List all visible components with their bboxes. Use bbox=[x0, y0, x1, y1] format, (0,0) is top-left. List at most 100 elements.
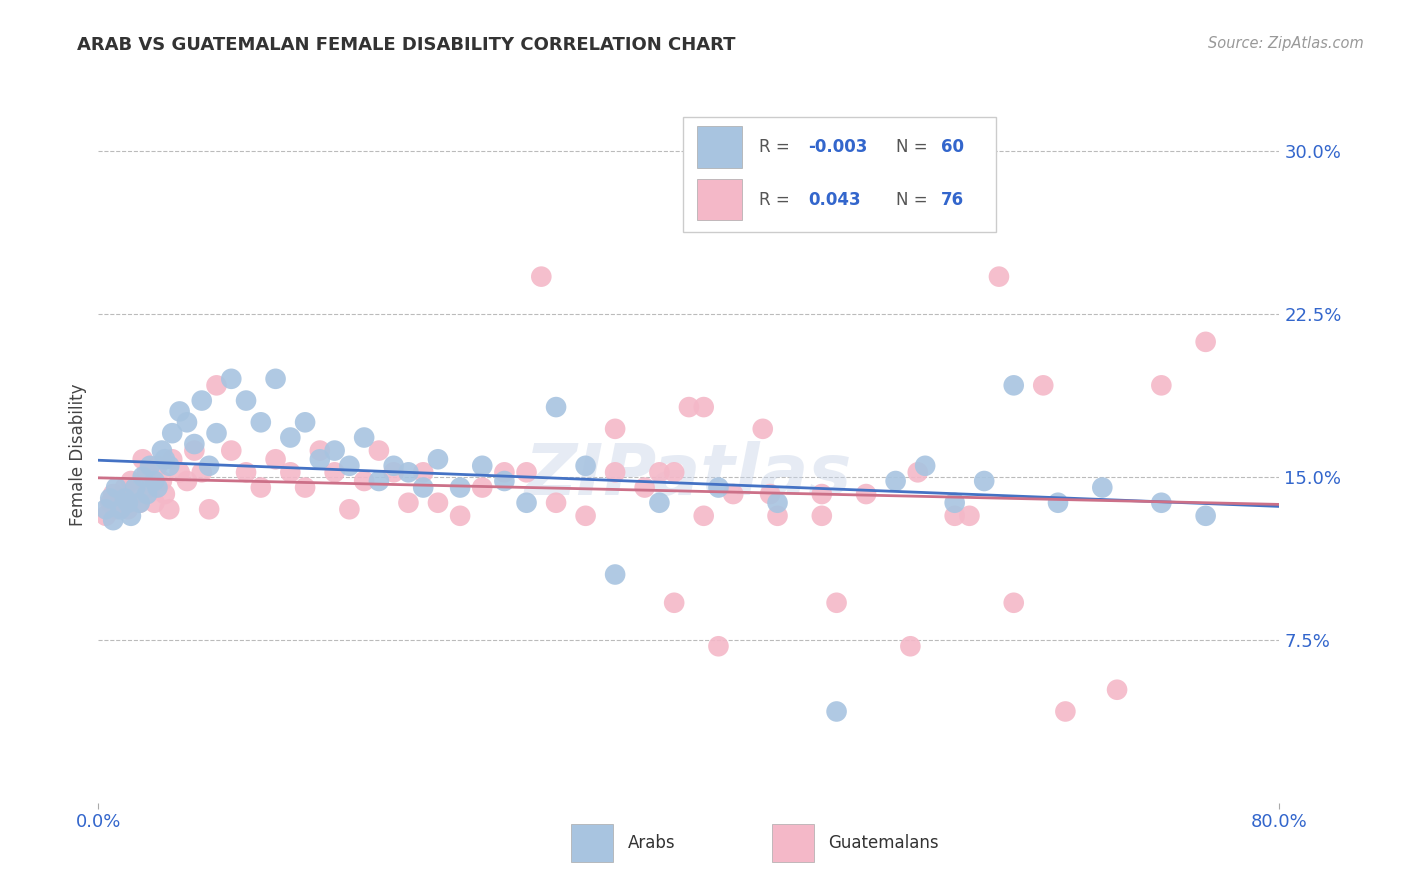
Point bbox=[136, 487, 159, 501]
Text: Guatemalans: Guatemalans bbox=[828, 834, 939, 852]
Point bbox=[766, 508, 789, 523]
Point bbox=[205, 378, 228, 392]
Point bbox=[198, 502, 221, 516]
Point bbox=[105, 481, 128, 495]
Point bbox=[191, 466, 214, 480]
Point bbox=[205, 426, 228, 441]
Text: 60: 60 bbox=[941, 137, 963, 156]
Point bbox=[1150, 378, 1173, 392]
Point bbox=[382, 458, 405, 473]
Point bbox=[198, 458, 221, 473]
Point bbox=[471, 458, 494, 473]
Point bbox=[943, 508, 966, 523]
Point bbox=[294, 415, 316, 429]
Text: 76: 76 bbox=[941, 191, 963, 209]
Point bbox=[723, 487, 745, 501]
Point bbox=[900, 639, 922, 653]
Text: N =: N = bbox=[896, 137, 932, 156]
Point bbox=[139, 458, 162, 473]
FancyBboxPatch shape bbox=[571, 823, 613, 862]
FancyBboxPatch shape bbox=[772, 823, 814, 862]
Point bbox=[810, 487, 832, 501]
Point bbox=[264, 372, 287, 386]
Point bbox=[157, 502, 180, 516]
Point bbox=[250, 481, 273, 495]
Point bbox=[412, 466, 434, 480]
Point bbox=[914, 458, 936, 473]
Point bbox=[128, 496, 150, 510]
Point bbox=[1107, 682, 1129, 697]
Point bbox=[157, 458, 180, 473]
Point bbox=[309, 452, 332, 467]
Point bbox=[150, 474, 173, 488]
Point bbox=[575, 458, 598, 473]
Point bbox=[323, 466, 346, 480]
Point bbox=[221, 443, 243, 458]
Point bbox=[110, 491, 132, 506]
Point bbox=[250, 415, 273, 429]
Point bbox=[120, 474, 142, 488]
FancyBboxPatch shape bbox=[683, 118, 995, 232]
Point bbox=[162, 452, 183, 467]
Point bbox=[664, 466, 686, 480]
Point bbox=[176, 415, 198, 429]
Point bbox=[678, 400, 700, 414]
Point bbox=[162, 426, 183, 441]
Point bbox=[759, 487, 782, 501]
Text: -0.003: -0.003 bbox=[808, 137, 868, 156]
Point bbox=[1195, 508, 1218, 523]
Point bbox=[169, 404, 191, 418]
Point bbox=[825, 596, 848, 610]
Point bbox=[353, 430, 375, 444]
Point bbox=[264, 452, 287, 467]
Point bbox=[132, 452, 155, 467]
Point bbox=[143, 496, 166, 510]
Point bbox=[353, 474, 375, 488]
Text: ARAB VS GUATEMALAN FEMALE DISABILITY CORRELATION CHART: ARAB VS GUATEMALAN FEMALE DISABILITY COR… bbox=[77, 36, 735, 54]
Point bbox=[117, 502, 139, 516]
Point bbox=[973, 474, 995, 488]
Point bbox=[294, 481, 316, 495]
Point bbox=[1032, 378, 1054, 392]
Point bbox=[398, 496, 420, 510]
Point bbox=[103, 513, 125, 527]
Point bbox=[280, 466, 302, 480]
Point bbox=[959, 508, 981, 523]
Point bbox=[280, 430, 302, 444]
Point bbox=[94, 502, 117, 516]
FancyBboxPatch shape bbox=[697, 178, 742, 220]
Point bbox=[494, 474, 516, 488]
Point bbox=[323, 443, 346, 458]
Point bbox=[124, 487, 146, 501]
Point bbox=[368, 443, 391, 458]
Point bbox=[136, 466, 159, 480]
Point bbox=[810, 508, 832, 523]
Point bbox=[114, 491, 136, 506]
Point bbox=[494, 466, 516, 480]
Point bbox=[427, 496, 450, 510]
Text: Source: ZipAtlas.com: Source: ZipAtlas.com bbox=[1208, 36, 1364, 51]
Point bbox=[546, 496, 568, 510]
Point bbox=[1150, 496, 1173, 510]
Point bbox=[110, 502, 132, 516]
Point bbox=[143, 474, 166, 488]
Point bbox=[412, 481, 434, 495]
Point bbox=[546, 400, 568, 414]
Point bbox=[664, 596, 686, 610]
Point bbox=[150, 443, 173, 458]
Point bbox=[427, 452, 450, 467]
Point bbox=[153, 487, 176, 501]
Text: R =: R = bbox=[759, 191, 800, 209]
Point bbox=[449, 508, 471, 523]
Point bbox=[146, 458, 169, 473]
Point bbox=[191, 393, 214, 408]
Point bbox=[309, 443, 332, 458]
Point bbox=[943, 496, 966, 510]
Point bbox=[103, 487, 125, 501]
Point bbox=[1054, 705, 1077, 719]
Point bbox=[176, 474, 198, 488]
Point bbox=[128, 496, 150, 510]
Point bbox=[707, 481, 730, 495]
Point bbox=[648, 466, 671, 480]
Point bbox=[693, 400, 716, 414]
